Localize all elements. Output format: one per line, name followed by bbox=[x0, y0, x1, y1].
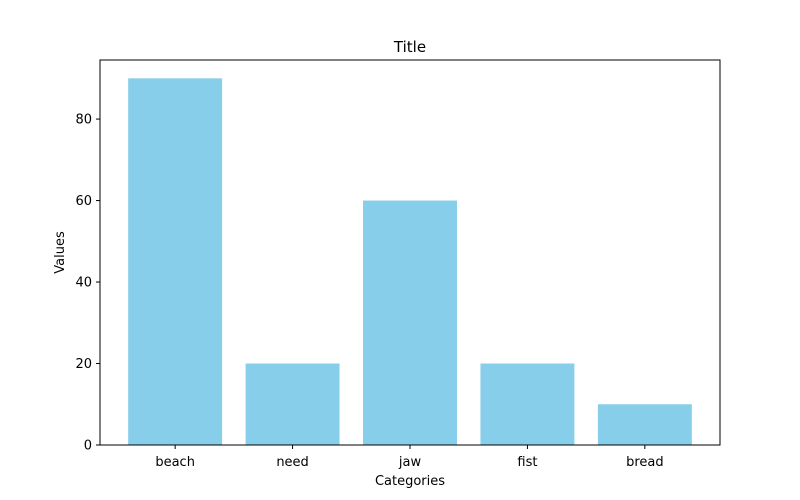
x-axis-ticks: beach need jaw fist bread bbox=[155, 445, 664, 470]
bar-jaw bbox=[363, 200, 457, 445]
bars-layer bbox=[128, 78, 692, 445]
y-tick-label: 0 bbox=[84, 439, 92, 454]
y-axis-ticks: 0 20 40 60 80 bbox=[75, 113, 100, 454]
bar-need bbox=[245, 363, 340, 445]
x-tick-label: bread bbox=[626, 455, 664, 470]
chart-title: Title bbox=[393, 38, 426, 56]
bar-bread bbox=[597, 404, 692, 445]
bar-fist bbox=[480, 363, 575, 445]
bar-beach bbox=[128, 78, 223, 445]
y-tick-label: 20 bbox=[75, 357, 92, 372]
x-tick-label: need bbox=[276, 455, 309, 470]
x-tick-label: beach bbox=[155, 455, 195, 470]
x-tick-label: fist bbox=[517, 455, 537, 470]
x-axis-label: Categories bbox=[375, 474, 445, 489]
x-tick-label: jaw bbox=[398, 455, 422, 470]
y-tick-label: 80 bbox=[75, 113, 92, 128]
plot-frame bbox=[99, 59, 721, 446]
y-tick-label: 60 bbox=[75, 194, 92, 209]
y-tick-label: 40 bbox=[75, 276, 92, 291]
y-axis-label: Values bbox=[53, 231, 68, 274]
